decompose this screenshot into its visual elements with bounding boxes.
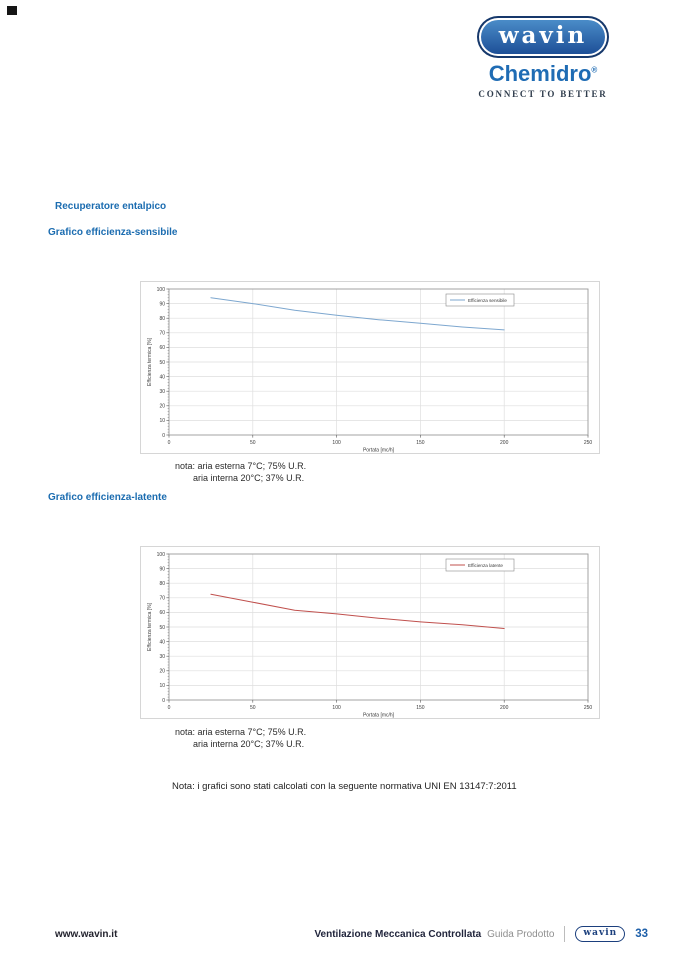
svg-text:0: 0	[162, 433, 165, 439]
chart-efficienza-latente: 0 10 20 30 40 50 60 70 80 90 100 0 50 100 150 200 250 Eff…	[140, 546, 600, 719]
svg-text:100: 100	[157, 287, 166, 293]
svg-text:20: 20	[159, 669, 165, 675]
svg-text:50: 50	[250, 440, 256, 446]
svg-text:100: 100	[332, 440, 341, 446]
svg-text:150: 150	[416, 440, 425, 446]
svg-text:150: 150	[416, 705, 425, 711]
svg-text:100: 100	[332, 705, 341, 711]
svg-text:60: 60	[159, 610, 165, 616]
normative-note: Nota: i grafici sono stati calcolati con…	[172, 781, 517, 792]
svg-text:40: 40	[159, 639, 165, 645]
svg-text:250: 250	[584, 705, 593, 711]
chart2-note: nota: aria esterna 7°C; 75% U.R. aria in…	[175, 726, 306, 750]
svg-text:70: 70	[159, 331, 165, 337]
header-logo-block: wavin Chemidro® CONNECT TO BETTER	[470, 16, 616, 99]
brand-tagline: CONNECT TO BETTER	[478, 89, 608, 99]
chart-efficienza-sensibile: 0 10 20 30 40 50 60 70 80 90 100 0 50 100 150 200 250 Eff…	[140, 281, 600, 454]
svg-text:50: 50	[159, 360, 165, 366]
note-line-2: aria interna 20°C; 37% U.R.	[193, 473, 305, 483]
svg-text:80: 80	[159, 581, 165, 587]
registered-mark: ®	[591, 65, 598, 75]
svg-text:250: 250	[584, 440, 593, 446]
footer-divider	[564, 926, 566, 942]
svg-text:80: 80	[159, 316, 165, 322]
chart1-note: nota: aria esterna 7°C; 75% U.R. aria in…	[175, 460, 306, 484]
svg-text:Efficienza latente: Efficienza latente	[468, 563, 503, 568]
section-title-grafico-sensibile: Grafico efficienza-sensibile	[48, 227, 178, 238]
note-line-2: aria interna 20°C; 37% U.R.	[193, 739, 305, 749]
chart-svg: 0 10 20 30 40 50 60 70 80 90 100 0 50 100 150 200 250 Eff…	[140, 281, 600, 454]
footer-wavin-logo: wavin	[575, 926, 626, 942]
svg-text:Efficienza termica [%]: Efficienza termica [%]	[147, 337, 153, 386]
svg-text:70: 70	[159, 596, 165, 602]
page-number: 33	[635, 928, 648, 940]
svg-text:30: 30	[159, 654, 165, 660]
wavin-logo-ring: wavin	[479, 18, 607, 56]
footer-doc-subtitle: Guida Prodotto	[487, 928, 555, 940]
svg-text:200: 200	[500, 440, 509, 446]
svg-text:30: 30	[159, 389, 165, 395]
svg-text:10: 10	[159, 683, 165, 689]
svg-text:50: 50	[250, 705, 256, 711]
chemidro-logo: Chemidro®	[470, 61, 616, 87]
corner-crop-mark	[7, 6, 17, 15]
footer-website: www.wavin.it	[55, 929, 118, 940]
svg-text:Efficienza sensibile: Efficienza sensibile	[468, 298, 507, 303]
section-title-recuperatore-entalpico: Recuperatore entalpico	[55, 201, 167, 212]
svg-text:90: 90	[159, 566, 165, 572]
svg-text:Portata [mc/h]: Portata [mc/h]	[363, 713, 395, 719]
svg-text:20: 20	[159, 404, 165, 410]
svg-text:Portata [mc/h]: Portata [mc/h]	[363, 448, 395, 454]
svg-text:200: 200	[500, 705, 509, 711]
svg-text:0: 0	[168, 440, 171, 446]
svg-text:Efficienza termica [%]: Efficienza termica [%]	[147, 602, 153, 651]
section-title-grafico-latente: Grafico efficienza-latente	[48, 492, 167, 503]
svg-text:90: 90	[159, 301, 165, 307]
svg-text:40: 40	[159, 374, 165, 380]
wavin-logo: wavin	[477, 16, 609, 58]
wavin-logo-text: wavin	[481, 20, 605, 54]
chart-svg: 0 10 20 30 40 50 60 70 80 90 100 0 50 100 150 200 250 Eff…	[140, 546, 600, 719]
svg-text:60: 60	[159, 345, 165, 351]
footer-right-block: Ventilazione Meccanica Controllata Guida…	[314, 926, 648, 942]
svg-text:10: 10	[159, 418, 165, 424]
footer-doc-title: Ventilazione Meccanica Controllata	[314, 928, 482, 940]
svg-text:50: 50	[159, 625, 165, 631]
note-line-1: nota: aria esterna 7°C; 75% U.R.	[175, 727, 307, 737]
svg-text:0: 0	[168, 705, 171, 711]
note-line-1: nota: aria esterna 7°C; 75% U.R.	[175, 461, 307, 471]
svg-text:100: 100	[157, 552, 166, 558]
chemidro-logo-text: Chemidro	[488, 61, 592, 86]
svg-text:0: 0	[162, 698, 165, 704]
